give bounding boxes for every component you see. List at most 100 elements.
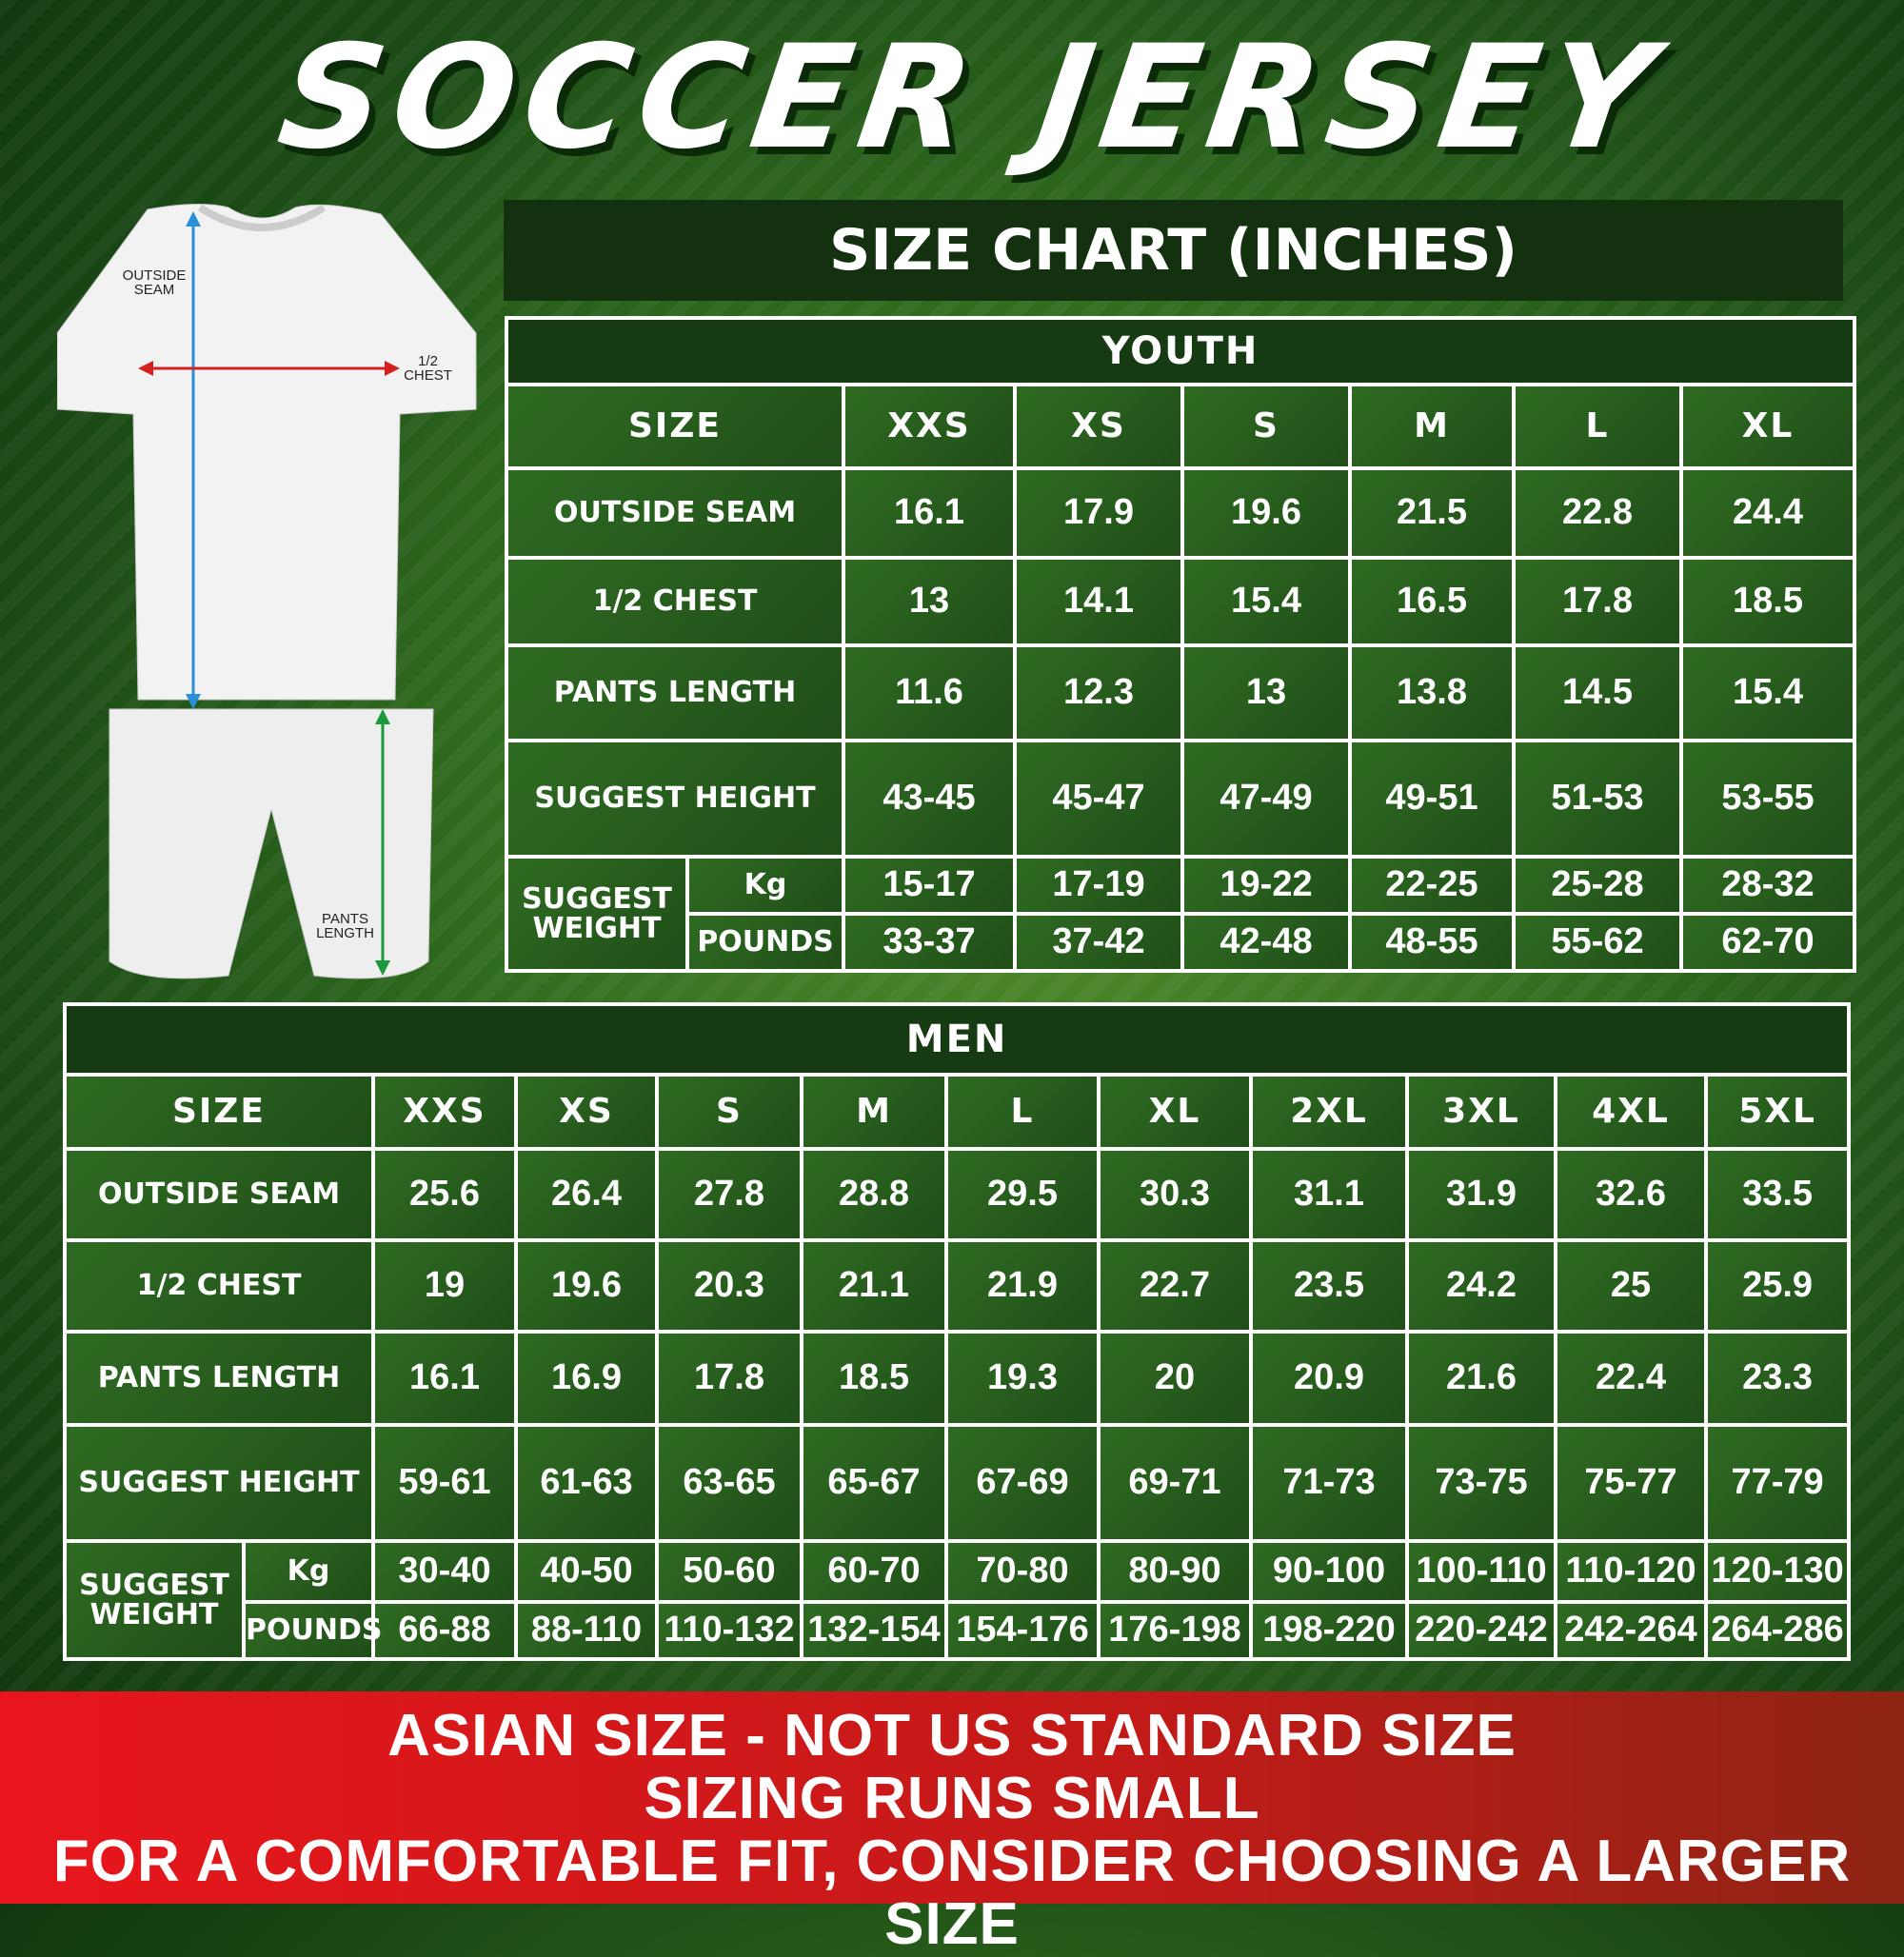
page-title: SOCCER JERSEY [269, 15, 1673, 181]
pounds-value: 110-132 [659, 1604, 800, 1657]
kg-value: 30-40 [375, 1543, 514, 1600]
kg-value: 60-70 [803, 1543, 944, 1600]
table-title: YOUTH [508, 320, 1854, 383]
pounds-value: 132-154 [803, 1604, 944, 1657]
size-header: 4XL [1557, 1077, 1704, 1147]
half-chest-value: 14.1 [1017, 560, 1180, 643]
banner-line-3: FOR A COMFORTABLE FIT, CONSIDER CHOOSING… [52, 1829, 1852, 1957]
pants-length-value: 20 [1101, 1334, 1249, 1423]
outside-seam-value: 22.8 [1516, 470, 1679, 556]
half-chest-label: 1/2 CHEST [508, 560, 842, 643]
size-header: XXS [845, 386, 1013, 466]
outside-seam-label: OUTSIDE SEAM [67, 1151, 371, 1238]
kg-value: 17-19 [1017, 859, 1180, 912]
pounds-value: 33-37 [845, 916, 1013, 969]
size-header: XL [1683, 386, 1854, 466]
pounds-value: 37-42 [1017, 916, 1180, 969]
sizing-warning-banner: ASIAN SIZE - NOT US STANDARD SIZE SIZING… [0, 1691, 1904, 1956]
kg-value: 28-32 [1683, 859, 1854, 912]
suggest-height-value: 65-67 [803, 1427, 944, 1539]
outside-seam-value: 19.6 [1184, 470, 1348, 556]
outside-seam-value: 33.5 [1708, 1151, 1848, 1238]
kg-value: 22-25 [1352, 859, 1512, 912]
kg-value: 100-110 [1409, 1543, 1554, 1600]
pants-length-label: PANTS LENGTH [508, 647, 842, 739]
half-chest-note: 1/2 CHEST [404, 353, 452, 384]
pants-length-value: 20.9 [1253, 1334, 1405, 1423]
table-title: MEN [67, 1006, 1848, 1073]
pants-length-value: 17.8 [659, 1334, 800, 1423]
size-header: 2XL [1253, 1077, 1405, 1147]
outside-seam-note: OUTSIDE SEAM [122, 267, 187, 298]
outside-seam-value: 26.4 [518, 1151, 655, 1238]
outside-seam-value: 24.4 [1683, 470, 1854, 556]
size-header: M [1352, 386, 1512, 466]
kg-value: 19-22 [1184, 859, 1348, 912]
jersey-illustration: OUTSIDE SEAM 1/2 CHEST PANTS LENGTH [56, 200, 486, 990]
outside-seam-value: 31.9 [1409, 1151, 1554, 1238]
size-header: S [659, 1077, 800, 1147]
kg-value: 15-17 [845, 859, 1013, 912]
banner-line-2: SIZING RUNS SMALL [644, 1766, 1260, 1831]
suggest-height-value: 61-63 [518, 1427, 655, 1539]
size-chart-header: SIZE CHART (INCHES) [504, 200, 1843, 301]
pounds-value: 62-70 [1683, 916, 1854, 969]
outside-seam-value: 30.3 [1101, 1151, 1249, 1238]
suggest-weight-label: SUGGEST WEIGHT [67, 1543, 242, 1657]
size-label: SIZE [508, 386, 842, 466]
half-chest-value: 24.2 [1409, 1242, 1554, 1330]
half-chest-value: 19.6 [518, 1242, 655, 1330]
half-chest-value: 21.9 [948, 1242, 1097, 1330]
outside-seam-value: 17.9 [1017, 470, 1180, 556]
pants-length-value: 13 [1184, 647, 1348, 739]
youth-size-table: YOUTH SIZE XXS XS S M L XL OUTSIDE SEAM 16.1 17.9 1… [505, 316, 1857, 973]
half-chest-value: 20.3 [659, 1242, 800, 1330]
kg-label: Kg [689, 859, 842, 912]
pants-length-value: 11.6 [845, 647, 1013, 739]
outside-seam-value: 16.1 [845, 470, 1013, 556]
kg-value: 40-50 [518, 1543, 655, 1600]
size-header: XS [1017, 386, 1180, 466]
pounds-value: 42-48 [1184, 916, 1348, 969]
pants-length-value: 19.3 [948, 1334, 1097, 1423]
pounds-value: 176-198 [1101, 1604, 1249, 1657]
kg-value: 90-100 [1253, 1543, 1405, 1600]
size-header: L [1516, 386, 1679, 466]
suggest-height-value: 75-77 [1557, 1427, 1704, 1539]
kg-value: 50-60 [659, 1543, 800, 1600]
pants-length-value: 12.3 [1017, 647, 1180, 739]
size-header: L [948, 1077, 1097, 1147]
half-chest-value: 21.1 [803, 1242, 944, 1330]
pants-length-note: PANTS LENGTH [316, 911, 374, 941]
outside-seam-value: 25.6 [375, 1151, 514, 1238]
pounds-label: POUNDS [246, 1604, 382, 1657]
half-chest-value: 22.7 [1101, 1242, 1249, 1330]
half-chest-value: 16.5 [1352, 560, 1512, 643]
kg-value: 25-28 [1516, 859, 1679, 912]
outside-seam-value: 27.8 [659, 1151, 800, 1238]
suggest-height-value: 63-65 [659, 1427, 800, 1539]
suggest-height-value: 73-75 [1409, 1427, 1554, 1539]
pants-length-value: 18.5 [803, 1334, 944, 1423]
size-header: XS [518, 1077, 655, 1147]
kg-label: Kg [246, 1543, 371, 1600]
suggest-height-label: SUGGEST HEIGHT [508, 742, 842, 855]
kg-value: 120-130 [1708, 1543, 1848, 1600]
jersey-shorts-image [56, 203, 477, 979]
half-chest-value: 19 [375, 1242, 514, 1330]
half-chest-value: 25 [1557, 1242, 1704, 1330]
pounds-value: 220-242 [1409, 1604, 1554, 1657]
suggest-height-value: 59-61 [375, 1427, 514, 1539]
half-chest-value: 23.5 [1253, 1242, 1405, 1330]
pounds-value: 198-220 [1253, 1604, 1405, 1657]
half-chest-value: 25.9 [1708, 1242, 1848, 1330]
outside-seam-value: 32.6 [1557, 1151, 1704, 1238]
suggest-height-value: 71-73 [1253, 1427, 1405, 1539]
pounds-value: 66-88 [375, 1604, 514, 1657]
pounds-value: 242-264 [1557, 1604, 1704, 1657]
size-header: XL [1101, 1077, 1249, 1147]
pants-length-value: 15.4 [1683, 647, 1854, 739]
suggest-weight-label: SUGGEST WEIGHT [508, 859, 685, 969]
suggest-height-value: 53-55 [1683, 742, 1854, 855]
pounds-value: 154-176 [948, 1604, 1097, 1657]
